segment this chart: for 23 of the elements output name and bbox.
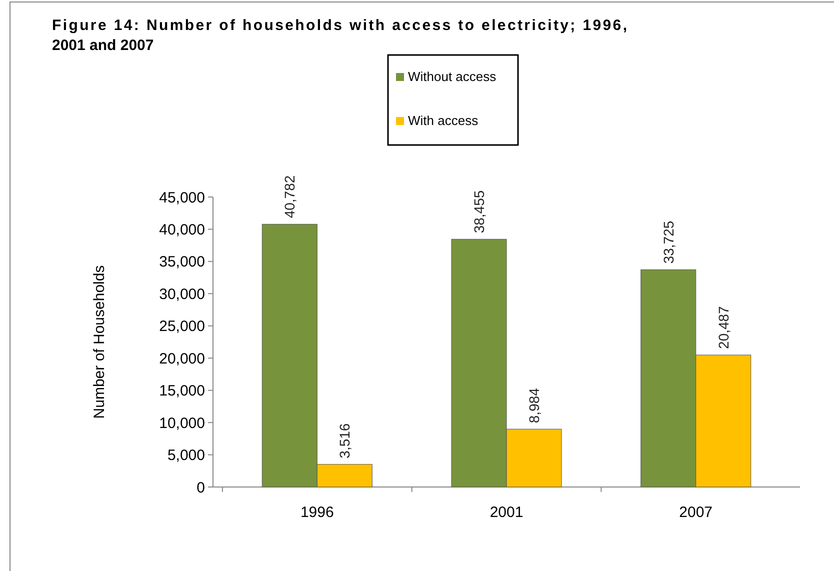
data-label: 33,725 [660, 220, 676, 264]
data-label: 38,455 [471, 190, 487, 234]
y-tick-label: 0 [196, 479, 205, 496]
data-label: 40,782 [282, 175, 298, 218]
chart-title: Figure 14: Number of households with access to electricity; 1996, 2001 and 2007 [52, 17, 627, 54]
x-tick-label: 1996 [300, 504, 334, 521]
y-tick-label: 5,000 [167, 447, 205, 464]
y-tick-label: 30,000 [159, 286, 205, 303]
y-tick-label: 15,000 [159, 382, 205, 400]
x-tick-label: 2007 [679, 504, 713, 521]
legend-label: With access [408, 113, 479, 128]
y-tick-label: 10,000 [159, 414, 205, 432]
y-tick-label: 35,000 [159, 254, 205, 271]
y-axis-title: Number of Households [91, 265, 108, 419]
data-label: 20,487 [715, 306, 732, 349]
y-tick-label: 25,000 [159, 318, 205, 336]
y-tick-label: 45,000 [159, 189, 205, 206]
y-tick-label: 20,000 [159, 350, 205, 368]
data-label: 8,984 [526, 388, 542, 424]
y-tick-label: 40,000 [159, 221, 205, 238]
data-label: 3,516 [336, 423, 353, 458]
legend-label: Without access [408, 69, 497, 84]
x-tick-label: 2001 [490, 504, 524, 521]
